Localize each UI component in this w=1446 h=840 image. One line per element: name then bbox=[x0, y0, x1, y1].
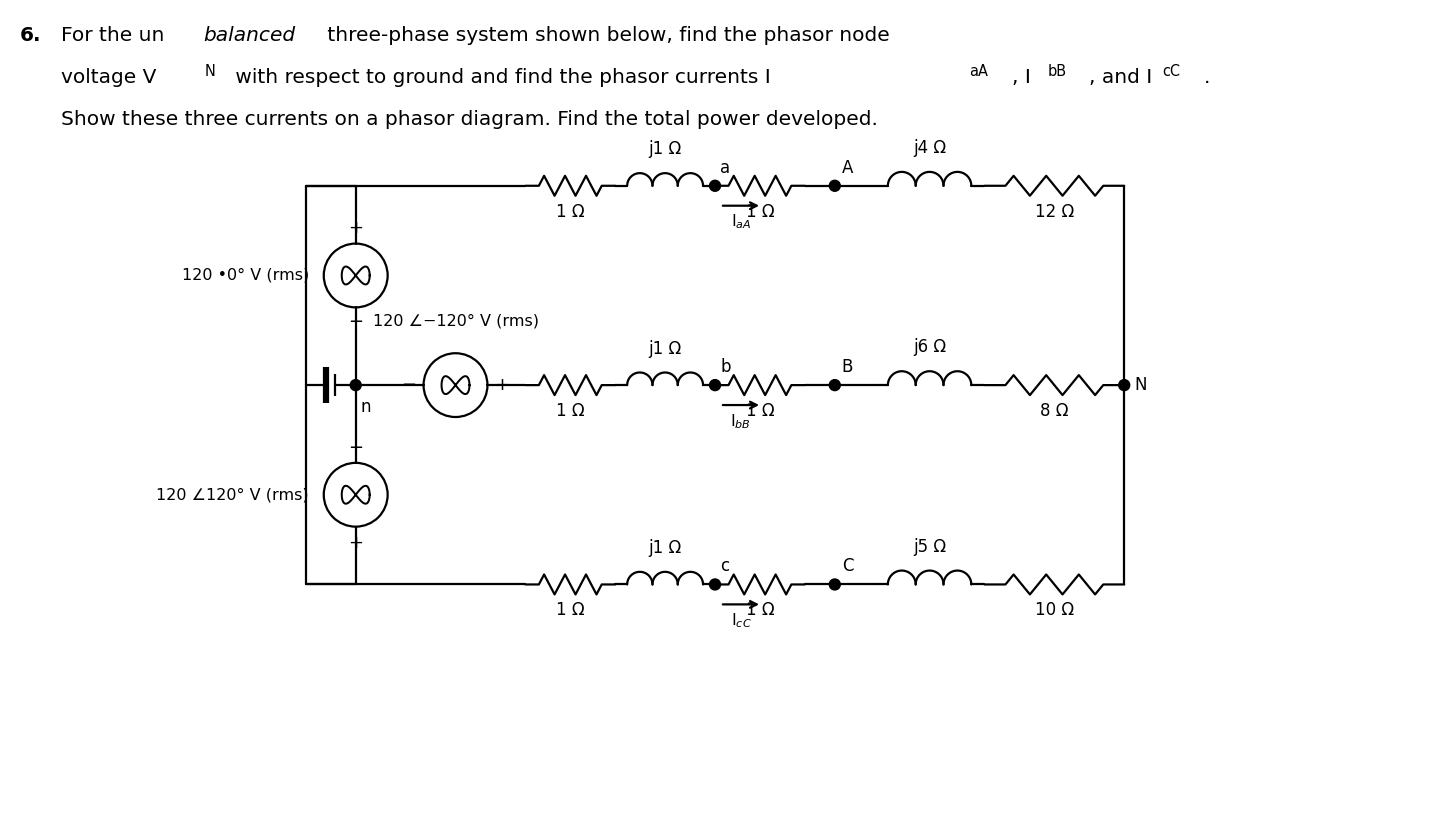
Text: j4 Ω: j4 Ω bbox=[912, 139, 946, 157]
Text: j1 Ω: j1 Ω bbox=[648, 339, 681, 358]
Text: 1 Ω: 1 Ω bbox=[555, 402, 584, 420]
Text: , I: , I bbox=[1012, 68, 1031, 87]
Text: Show these three currents on a phasor diagram. Find the total power developed.: Show these three currents on a phasor di… bbox=[61, 110, 878, 129]
Text: voltage V: voltage V bbox=[61, 68, 156, 87]
Text: j1 Ω: j1 Ω bbox=[648, 539, 681, 557]
Text: −: − bbox=[348, 313, 363, 331]
Text: n: n bbox=[360, 398, 372, 416]
Text: N: N bbox=[205, 64, 215, 79]
Text: +: + bbox=[495, 376, 509, 394]
Text: j5 Ω: j5 Ω bbox=[912, 538, 946, 555]
Text: j6 Ω: j6 Ω bbox=[912, 339, 946, 356]
Text: 120 ∠−120° V (rms): 120 ∠−120° V (rms) bbox=[373, 313, 538, 328]
Text: −: − bbox=[348, 438, 363, 457]
Text: a: a bbox=[720, 159, 730, 176]
Circle shape bbox=[710, 181, 720, 192]
Text: balanced: balanced bbox=[202, 26, 295, 45]
Text: −: − bbox=[402, 376, 416, 394]
Text: aA: aA bbox=[969, 64, 989, 79]
Text: , and I: , and I bbox=[1089, 68, 1152, 87]
Text: I$_{bB}$: I$_{bB}$ bbox=[730, 412, 752, 431]
Text: I$_{cC}$: I$_{cC}$ bbox=[730, 612, 752, 630]
Text: b: b bbox=[720, 358, 730, 376]
Text: 1 Ω: 1 Ω bbox=[746, 601, 774, 619]
Circle shape bbox=[710, 380, 720, 391]
Text: 6.: 6. bbox=[19, 26, 40, 45]
Text: C: C bbox=[842, 558, 853, 575]
Text: +: + bbox=[348, 533, 363, 552]
Text: with respect to ground and find the phasor currents I: with respect to ground and find the phas… bbox=[228, 68, 771, 87]
Text: For the un: For the un bbox=[61, 26, 165, 45]
Text: three-phase system shown below, find the phasor node: three-phase system shown below, find the… bbox=[321, 26, 889, 45]
Text: 10 Ω: 10 Ω bbox=[1035, 601, 1074, 619]
Circle shape bbox=[350, 380, 362, 391]
Text: bB: bB bbox=[1047, 64, 1067, 79]
Circle shape bbox=[830, 181, 840, 192]
Text: B: B bbox=[842, 358, 853, 376]
Text: 1 Ω: 1 Ω bbox=[555, 601, 584, 619]
Text: 1 Ω: 1 Ω bbox=[555, 202, 584, 221]
Circle shape bbox=[1119, 380, 1129, 391]
Text: 1 Ω: 1 Ω bbox=[746, 402, 774, 420]
Text: j1 Ω: j1 Ω bbox=[648, 140, 681, 158]
Text: N: N bbox=[1134, 376, 1147, 394]
Text: I$_{aA}$: I$_{aA}$ bbox=[730, 213, 752, 231]
Text: c: c bbox=[720, 558, 729, 575]
Text: .: . bbox=[1205, 68, 1210, 87]
Circle shape bbox=[830, 380, 840, 391]
Circle shape bbox=[710, 579, 720, 590]
Text: 120 •0° V (rms): 120 •0° V (rms) bbox=[182, 268, 309, 283]
Text: 12 Ω: 12 Ω bbox=[1035, 202, 1074, 221]
Text: A: A bbox=[842, 159, 853, 176]
Text: 120 ∠120° V (rms): 120 ∠120° V (rms) bbox=[156, 487, 309, 502]
Text: +: + bbox=[348, 218, 363, 237]
Circle shape bbox=[830, 579, 840, 590]
Text: cC: cC bbox=[1163, 64, 1180, 79]
Text: 8 Ω: 8 Ω bbox=[1040, 402, 1069, 420]
Text: 1 Ω: 1 Ω bbox=[746, 202, 774, 221]
